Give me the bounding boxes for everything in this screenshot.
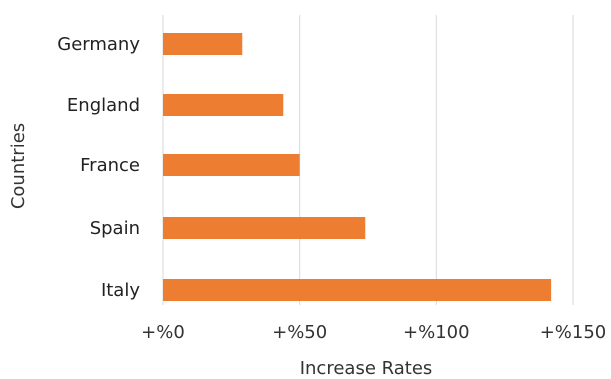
- category-label: Italy: [101, 280, 140, 301]
- bar-england: [163, 94, 284, 116]
- bar-spain: [163, 217, 366, 239]
- bar-france: [163, 154, 300, 176]
- category-label: Germany: [57, 34, 140, 55]
- x-tick-label: +%0: [141, 322, 185, 343]
- bars: [163, 33, 552, 301]
- x-axis-title: Increase Rates: [300, 358, 433, 379]
- bar-germany: [163, 33, 243, 55]
- x-tick-labels: +%0 +%50 +%100 +%150: [141, 322, 606, 343]
- category-label: Spain: [90, 218, 140, 239]
- x-tick-label: +%150: [540, 322, 607, 343]
- x-tick-label: +%100: [403, 322, 470, 343]
- category-labels: Germany England France Spain Italy: [57, 34, 140, 301]
- category-label: France: [80, 155, 140, 176]
- y-axis-title: Countries: [8, 123, 29, 209]
- category-label: England: [67, 95, 140, 116]
- x-tick-label: +%50: [272, 322, 327, 343]
- bar-italy: [163, 279, 552, 301]
